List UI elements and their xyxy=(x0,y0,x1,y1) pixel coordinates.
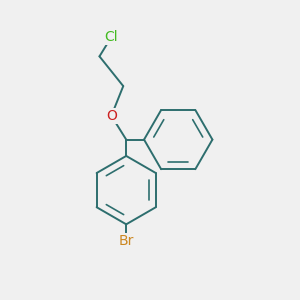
Text: O: O xyxy=(106,109,117,123)
Text: Br: Br xyxy=(118,234,134,248)
Text: Cl: Cl xyxy=(104,30,118,44)
